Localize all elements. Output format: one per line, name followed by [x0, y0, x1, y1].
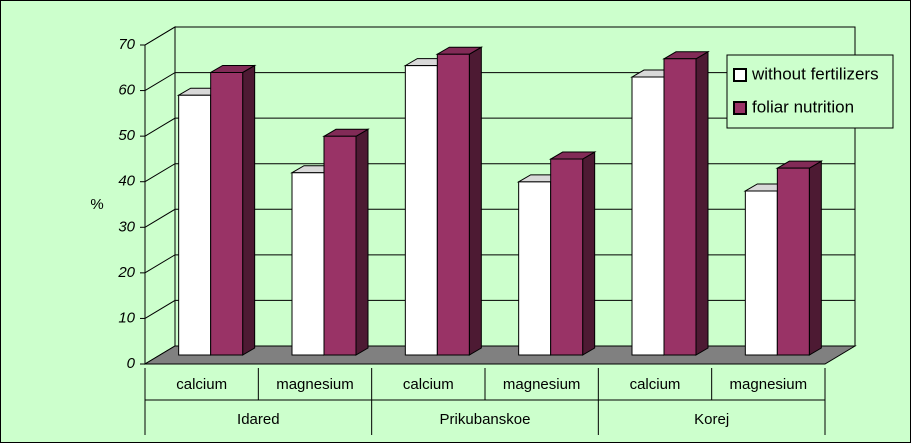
- x-tick-label: calcium: [403, 376, 454, 393]
- bar-front: [178, 94, 212, 356]
- bar-side: [695, 50, 709, 356]
- y-tick-label: 10: [118, 309, 135, 326]
- bar: [435, 46, 484, 356]
- grid-line: [144, 26, 855, 46]
- bar-front: [436, 53, 470, 356]
- bar-side: [582, 151, 596, 356]
- bar-front: [518, 181, 552, 356]
- grid-line: [144, 208, 855, 228]
- bar-front: [776, 167, 810, 356]
- bar-front: [323, 135, 357, 356]
- y-tick-label: 40: [118, 173, 135, 190]
- bar-front: [210, 71, 244, 356]
- bar-front: [550, 158, 584, 356]
- bar-side: [242, 64, 256, 356]
- grid-line: [144, 254, 855, 274]
- x-tick-label: calcium: [630, 376, 681, 393]
- grid-line: [144, 117, 855, 137]
- grid-line: [144, 299, 855, 319]
- bar-front: [663, 58, 697, 356]
- bar-front: [291, 172, 325, 356]
- bar: [208, 64, 257, 356]
- legend-swatch: [733, 68, 747, 82]
- bar-side: [468, 46, 482, 356]
- y-tick-label: 0: [127, 355, 136, 372]
- legend-label: foliar nutrition: [752, 97, 854, 116]
- group-label: Prikubanskoe: [440, 411, 531, 428]
- x-tick-label: magnesium: [503, 376, 581, 393]
- y-tick-label: 30: [118, 218, 135, 235]
- x-tick-label: magnesium: [276, 376, 354, 393]
- bar-front: [631, 76, 665, 356]
- bar: [322, 128, 370, 356]
- bar: [775, 160, 824, 356]
- bar-side: [808, 160, 822, 356]
- y-axis-label: %: [90, 196, 103, 213]
- bar-front: [744, 190, 778, 356]
- y-tick-label: 70: [118, 36, 135, 53]
- legend-label: without fertilizers: [751, 64, 879, 83]
- x-tick-label: magnesium: [730, 376, 808, 393]
- bar-side: [355, 128, 369, 356]
- legend: [726, 54, 894, 129]
- group-label: Idared: [237, 411, 280, 428]
- y-tick-label: 60: [118, 82, 135, 99]
- legend-swatch: [733, 101, 747, 115]
- bar-front: [404, 65, 438, 356]
- grid-line: [144, 163, 855, 183]
- x-tick-label: calcium: [176, 376, 227, 393]
- bar: [662, 50, 710, 356]
- y-tick-label: 20: [117, 264, 135, 281]
- grid-line: [144, 72, 855, 92]
- group-label: Korej: [694, 411, 729, 428]
- y-tick-label: 50: [118, 127, 135, 144]
- bar: [548, 151, 597, 356]
